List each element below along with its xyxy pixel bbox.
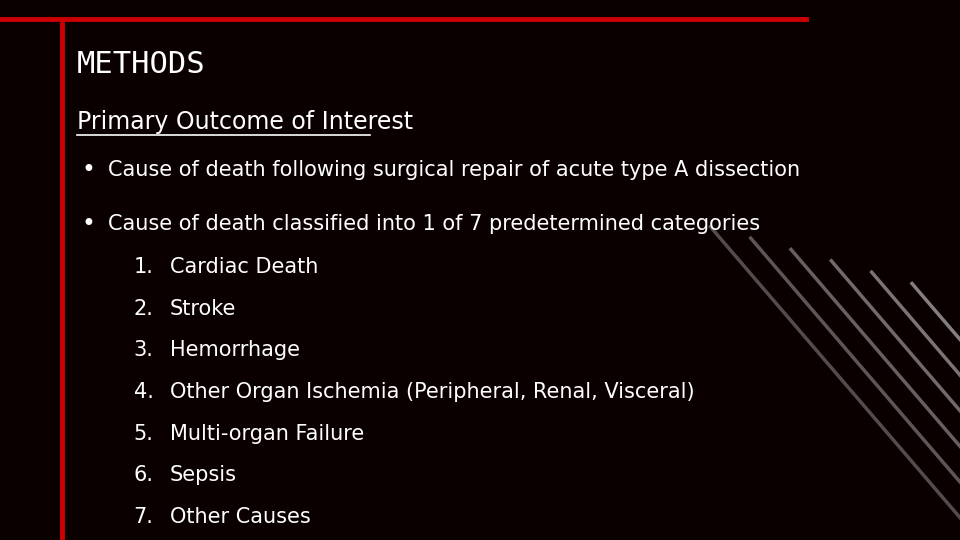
Text: 4.: 4.: [133, 382, 154, 402]
Text: 7.: 7.: [133, 507, 154, 527]
Text: 1.: 1.: [133, 257, 154, 278]
Text: Cardiac Death: Cardiac Death: [170, 257, 319, 278]
Text: 2.: 2.: [133, 299, 154, 319]
Text: •: •: [82, 158, 95, 182]
Text: Primary Outcome of Interest: Primary Outcome of Interest: [77, 110, 413, 133]
Text: 5.: 5.: [133, 423, 154, 444]
Text: 6.: 6.: [133, 465, 154, 485]
Text: Stroke: Stroke: [170, 299, 236, 319]
Text: Cause of death following surgical repair of acute type A dissection: Cause of death following surgical repair…: [108, 160, 800, 180]
Text: 3.: 3.: [133, 340, 154, 361]
Text: Hemorrhage: Hemorrhage: [170, 340, 300, 361]
Text: Other Causes: Other Causes: [170, 507, 311, 527]
Text: Multi-organ Failure: Multi-organ Failure: [170, 423, 364, 444]
Text: Sepsis: Sepsis: [170, 465, 237, 485]
Text: Other Organ Ischemia (Peripheral, Renal, Visceral): Other Organ Ischemia (Peripheral, Renal,…: [170, 382, 694, 402]
Text: •: •: [82, 212, 95, 236]
Text: METHODS: METHODS: [77, 50, 205, 79]
Text: Cause of death classified into 1 of 7 predetermined categories: Cause of death classified into 1 of 7 pr…: [108, 214, 759, 234]
